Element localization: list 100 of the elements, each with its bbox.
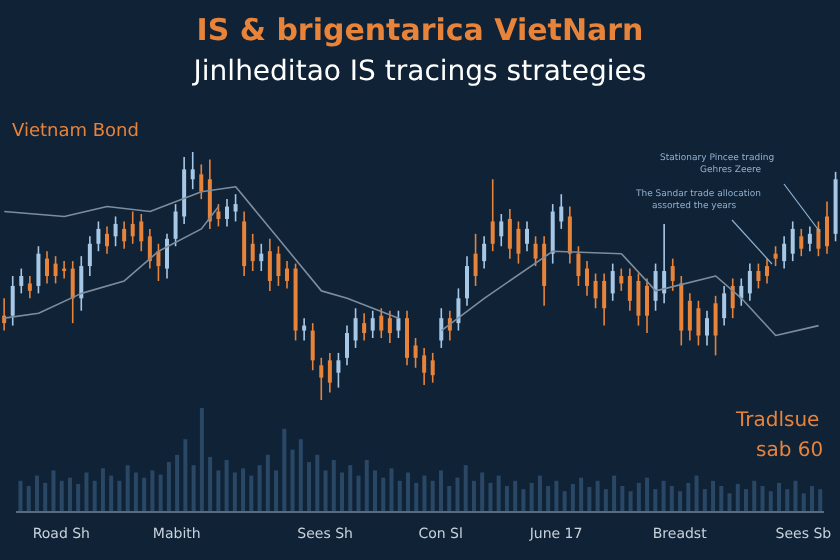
candlestick (259, 242, 264, 272)
bar (389, 468, 394, 512)
candlestick (533, 235, 538, 267)
bar (117, 480, 122, 512)
candlestick (370, 309, 375, 339)
candlestick (139, 213, 144, 252)
candlestick (19, 267, 24, 295)
candlestick (190, 152, 195, 190)
candlestick (70, 260, 75, 324)
candlestick (27, 275, 32, 300)
bar (34, 475, 39, 512)
candlestick (105, 225, 109, 255)
bar (307, 462, 312, 512)
candlestick (756, 262, 761, 290)
bar (438, 470, 443, 512)
bar (760, 486, 765, 512)
candlestick (10, 275, 15, 327)
candlestick (353, 307, 358, 349)
bar (183, 439, 188, 512)
candlestick (327, 352, 332, 394)
candlestick (593, 272, 598, 310)
candlestick (130, 210, 135, 245)
bar (678, 491, 683, 512)
bar (818, 489, 823, 512)
candlestick (516, 220, 521, 265)
candlestick (507, 208, 512, 260)
candlestick (747, 262, 752, 302)
bar (661, 480, 666, 512)
bar (224, 460, 229, 512)
bar (809, 486, 814, 512)
candlestick (45, 250, 49, 285)
bar (777, 482, 781, 512)
candlestick (182, 156, 187, 225)
candlestick (525, 220, 529, 252)
candlestick (465, 255, 469, 307)
bar (67, 477, 72, 512)
candlestick (550, 203, 555, 265)
candlestick (336, 352, 341, 389)
bar (422, 475, 427, 512)
candlestick (705, 309, 709, 347)
candlestick (825, 200, 829, 255)
candlestick (499, 213, 504, 248)
candlestick (36, 245, 41, 295)
candlestick (233, 193, 238, 223)
candlestick (422, 347, 427, 386)
bar (488, 482, 493, 512)
candlestick (285, 260, 289, 290)
candlestick (542, 235, 547, 307)
candlestick (207, 158, 212, 230)
candlestick (807, 225, 812, 252)
candlestick (276, 245, 281, 287)
candlestick (87, 235, 92, 277)
bar (405, 472, 410, 512)
bar (694, 475, 699, 512)
candlestick (250, 233, 255, 272)
candlestick (113, 215, 118, 248)
bar (711, 480, 716, 512)
bar (199, 408, 204, 512)
candlestick (816, 220, 821, 257)
bar (18, 480, 23, 512)
candlestick (696, 300, 701, 347)
candlestick (559, 193, 564, 230)
candlestick (610, 262, 615, 302)
annotation: Tradlsue (736, 410, 820, 432)
candlestick (122, 220, 127, 250)
candlestick (636, 272, 641, 327)
candlestick (199, 163, 204, 200)
candlestick (396, 309, 401, 339)
candlestick (627, 267, 632, 312)
bar (455, 477, 460, 512)
candlestick (79, 255, 84, 312)
bar (628, 491, 633, 512)
candlestick (216, 203, 221, 228)
bar (51, 470, 56, 512)
candlestick (713, 295, 718, 357)
annotation: sab 60 (756, 440, 824, 462)
bar (744, 489, 749, 512)
text: Vietnam Bond (12, 122, 139, 144)
candlestick (362, 312, 367, 342)
candlestick (576, 245, 581, 287)
candlestick (799, 228, 804, 257)
bar (241, 468, 246, 512)
candlestick (242, 210, 247, 277)
candlestick (267, 238, 272, 292)
candlestick (387, 309, 392, 344)
candlestick (53, 255, 58, 285)
bar (356, 475, 361, 512)
candlestick (302, 317, 307, 342)
candlestick (345, 324, 349, 367)
candlestick (679, 275, 684, 347)
bar (727, 493, 732, 512)
candlestick (379, 307, 384, 339)
bar (84, 472, 89, 512)
candlestick (96, 220, 101, 252)
candlestick (430, 352, 435, 384)
candlestick (456, 287, 461, 332)
candlestick (765, 257, 769, 285)
candlestick (670, 257, 675, 292)
candlestick (156, 242, 161, 282)
candlestick (405, 309, 409, 367)
